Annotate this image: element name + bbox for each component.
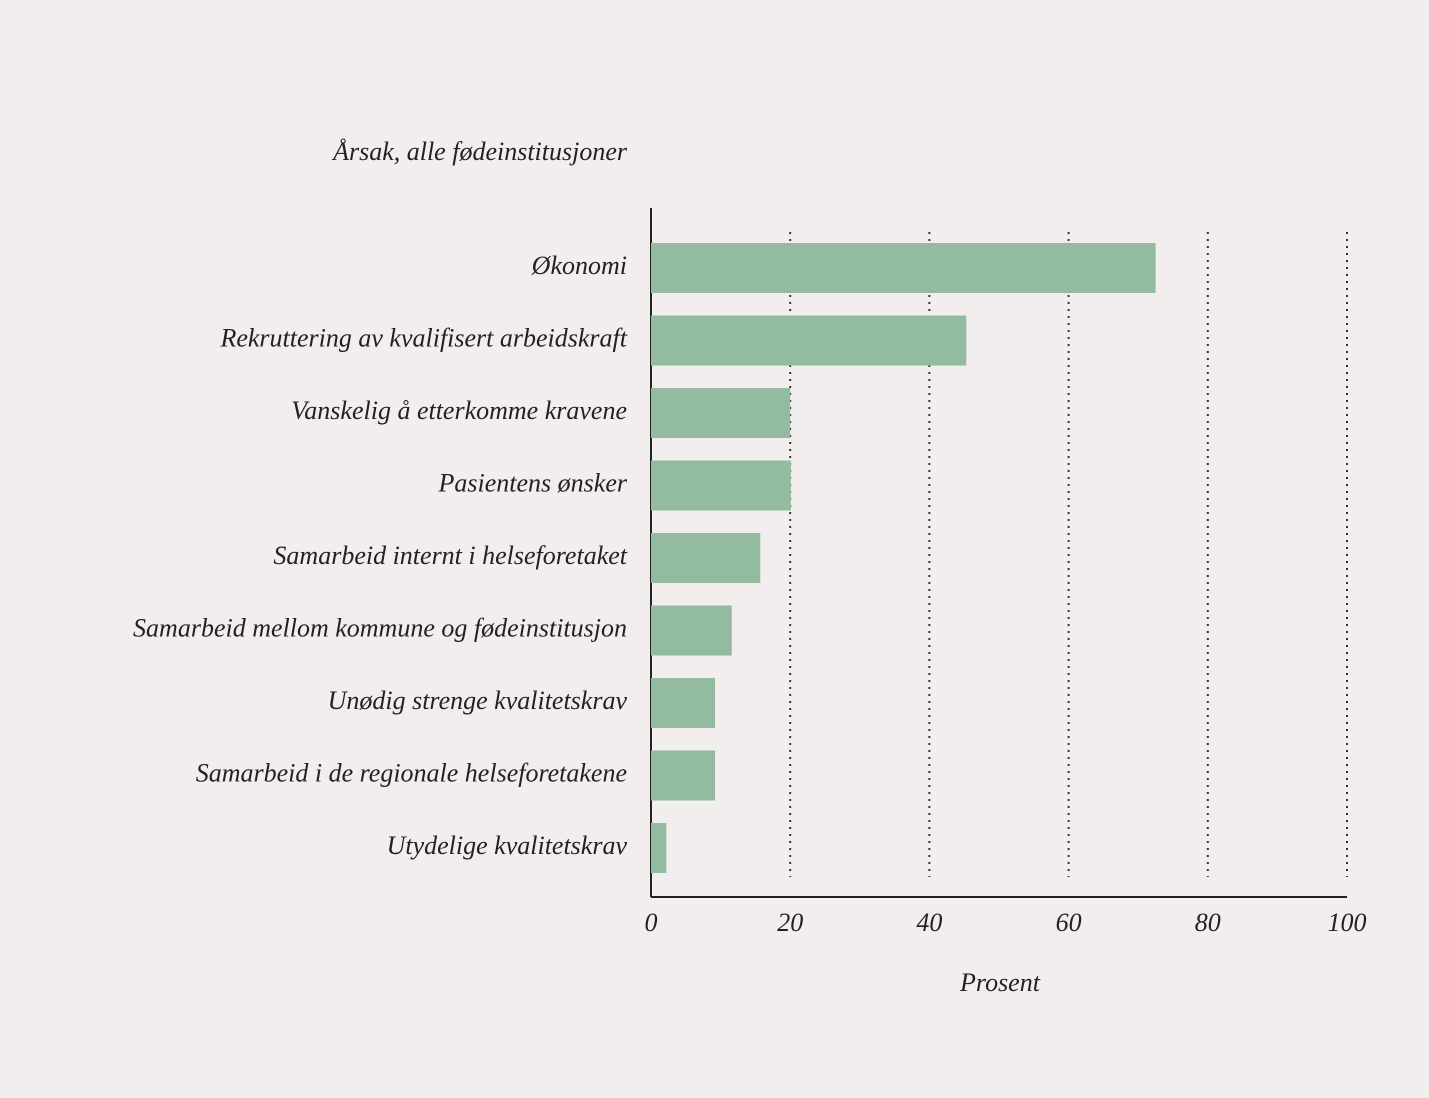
bar xyxy=(651,315,967,366)
bar xyxy=(651,460,791,511)
bar xyxy=(651,243,1156,293)
x-tick-label: 0 xyxy=(645,908,658,937)
bar xyxy=(651,533,761,583)
y-tick-label: Samarbeid mellom kommune og fødeinstitus… xyxy=(133,613,627,642)
x-tick-label: 40 xyxy=(916,908,942,937)
x-tick-label: 100 xyxy=(1328,908,1367,937)
x-tick-label: 80 xyxy=(1195,908,1221,937)
y-tick-label: Utydelige kvalitetskrav xyxy=(387,831,628,860)
y-tick-label: Økonomi xyxy=(531,251,627,280)
bar xyxy=(651,678,716,728)
x-tick-label: 20 xyxy=(777,908,803,937)
y-tick-label: Samarbeid internt i helseforetaket xyxy=(273,541,627,570)
y-axis-label: Årsak, alle fødeinstitusjoner xyxy=(331,137,628,166)
bar xyxy=(651,605,732,656)
y-tick-label: Samarbeid i de regionale helseforetakene xyxy=(196,758,627,787)
y-tick-label: Pasientens ønsker xyxy=(438,468,628,497)
y-tick-label: Unødig strenge kvalitetskrav xyxy=(328,686,628,715)
y-tick-label: Vanskelig å etterkomme kravene xyxy=(291,396,627,425)
bar xyxy=(651,823,667,873)
x-tick-label: 60 xyxy=(1056,908,1082,937)
bar xyxy=(651,750,716,801)
y-tick-label: Rekruttering av kvalifisert arbeidskraft xyxy=(219,323,627,352)
bar xyxy=(651,388,791,438)
x-axis-label: Prosent xyxy=(959,968,1041,997)
